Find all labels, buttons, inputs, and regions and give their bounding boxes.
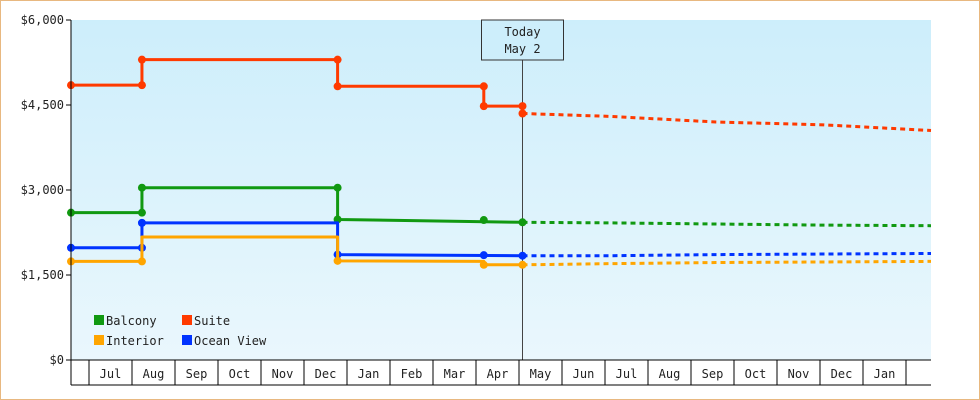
x-tick-label: Aug xyxy=(143,367,165,381)
series-group xyxy=(67,55,932,269)
series-forecast-interior xyxy=(522,259,932,267)
y-tick-label: $1,500 xyxy=(21,268,64,282)
legend-swatch xyxy=(94,335,104,345)
x-tick-label: Dec xyxy=(315,367,337,381)
series-forecast-balcony xyxy=(522,220,932,228)
data-point-balcony xyxy=(137,208,146,217)
x-tick-label: Jan xyxy=(874,367,896,381)
x-tick-label: Jul xyxy=(100,367,122,381)
x-tick-label: Jun xyxy=(573,367,595,381)
x-tick-label: Mar xyxy=(444,367,466,381)
data-point-suite xyxy=(479,82,488,91)
plot-area xyxy=(71,20,931,360)
today-label: Today xyxy=(504,25,540,39)
legend-label: Interior xyxy=(106,334,164,348)
legend-swatch xyxy=(182,335,192,345)
x-tick-label: Nov xyxy=(272,367,294,381)
x-tick-label: Sep xyxy=(186,367,208,381)
data-point-ocean-view xyxy=(518,251,527,260)
x-tick-label: Dec xyxy=(831,367,853,381)
x-tick-label: Oct xyxy=(745,367,767,381)
x-tick-label: Nov xyxy=(788,367,810,381)
axes: $0 $1,500 $3,000 $4,500 $6,000 Jul Aug Sep Oct No… xyxy=(21,13,931,386)
data-point-suite xyxy=(137,55,146,64)
y-tick-label: $3,000 xyxy=(21,183,64,197)
data-point-suite xyxy=(333,55,342,64)
data-point-suite xyxy=(518,102,527,111)
data-point-ocean-view xyxy=(137,218,146,227)
data-point-interior xyxy=(479,260,488,269)
legend-swatch xyxy=(94,315,104,325)
data-point-balcony xyxy=(479,216,488,225)
legend-label: Balcony xyxy=(106,314,157,328)
x-tick-label: Sep xyxy=(702,367,724,381)
data-point-suite xyxy=(333,82,342,91)
x-tick-label: Aug xyxy=(659,367,681,381)
x-tick-label: Jul xyxy=(616,367,638,381)
data-point-suite xyxy=(479,102,488,111)
data-point-interior xyxy=(518,260,527,269)
x-tick-label: Jan xyxy=(358,367,380,381)
x-tick-label: Apr xyxy=(487,367,509,381)
legend-label: Suite xyxy=(194,314,230,328)
x-tick-label: Oct xyxy=(229,367,251,381)
x-tick-label: May xyxy=(530,367,552,381)
series-line-ocean-view xyxy=(71,221,523,258)
y-tick-label: $4,500 xyxy=(21,98,64,112)
data-point-balcony xyxy=(518,218,527,227)
series-forecast-ocean-view xyxy=(522,251,932,258)
y-tick-label: $6,000 xyxy=(21,13,64,27)
legend-swatch xyxy=(182,315,192,325)
data-point-interior xyxy=(333,256,342,265)
data-point-ocean-view xyxy=(479,251,488,260)
today-box xyxy=(481,19,564,61)
legend: Balcony Suite Interior Ocean View xyxy=(94,314,267,348)
data-point-balcony xyxy=(333,183,342,192)
data-point-suite xyxy=(137,81,146,90)
data-point-suite xyxy=(518,109,527,118)
data-point-interior xyxy=(137,257,146,266)
y-tick-label: $0 xyxy=(50,353,64,367)
x-tick-label: Feb xyxy=(401,367,423,381)
series-line-balcony xyxy=(71,186,523,224)
today-date: May 2 xyxy=(504,42,540,56)
legend-label: Ocean View xyxy=(194,334,267,348)
series-forecast-suite xyxy=(522,112,932,132)
data-point-balcony xyxy=(137,183,146,192)
